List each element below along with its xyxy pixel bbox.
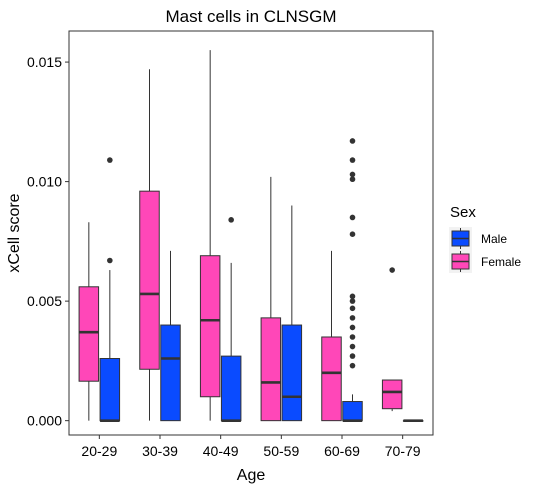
box-group xyxy=(199,50,221,421)
outlier-point xyxy=(389,267,395,273)
box-group xyxy=(78,222,100,421)
outlier-point xyxy=(349,315,356,321)
box-group xyxy=(260,176,282,422)
outlier-point xyxy=(349,343,356,350)
legend-title: Sex xyxy=(450,204,476,221)
legend: Sex Male Female xyxy=(449,204,521,273)
box xyxy=(281,324,303,422)
outlier-point xyxy=(349,171,356,178)
x-tick-label: 60-69 xyxy=(324,443,360,459)
box xyxy=(220,355,242,422)
y-tick-label: 0.005 xyxy=(27,293,62,309)
outlier-point xyxy=(349,293,356,300)
outlier-point xyxy=(349,324,356,331)
box-group xyxy=(220,217,242,422)
box xyxy=(260,317,282,422)
box xyxy=(160,324,181,422)
legend-items: Male Female xyxy=(449,227,521,273)
y-tick-label: 0.000 xyxy=(27,413,62,429)
outlier-point xyxy=(228,217,234,223)
x-tick-label: 20-29 xyxy=(81,443,117,459)
box xyxy=(78,286,100,382)
legend-label: Male xyxy=(481,232,507,246)
outlier-point xyxy=(349,362,356,369)
box-group xyxy=(281,205,303,422)
y-axis: 0.000 0.005 0.010 0.015 xyxy=(27,54,69,429)
outlier-point xyxy=(349,138,356,144)
outlier-point xyxy=(349,231,356,237)
box-group xyxy=(139,69,160,421)
x-tick-label: 30-39 xyxy=(142,443,178,459)
outlier-point xyxy=(349,353,356,359)
outlier-point xyxy=(349,334,356,340)
chart-title: Mast cells in CLNSGM xyxy=(166,7,337,26)
outlier-point xyxy=(349,214,356,221)
box-group xyxy=(99,157,121,422)
y-tick-label: 0.015 xyxy=(27,54,62,70)
outlier-point xyxy=(349,298,356,304)
box xyxy=(199,255,221,398)
legend-item: Female xyxy=(449,250,521,273)
legend-item: Male xyxy=(449,227,507,250)
outlier-point xyxy=(107,257,113,264)
x-tick-label: 50-59 xyxy=(263,443,299,459)
box xyxy=(342,401,363,422)
x-axis-label: Age xyxy=(237,467,266,484)
box-group xyxy=(342,138,363,422)
outlier-point xyxy=(349,176,356,183)
outlier-point xyxy=(349,157,356,163)
box-group xyxy=(402,419,424,422)
box-group xyxy=(160,250,181,422)
outlier-point xyxy=(107,157,113,163)
x-axis: 20-29 30-39 40-49 50-59 60-69 70-79 xyxy=(81,435,421,459)
plot-border xyxy=(68,30,434,436)
box xyxy=(321,336,342,422)
box xyxy=(381,379,403,410)
box-group xyxy=(381,267,403,412)
box xyxy=(139,190,160,370)
box-group xyxy=(321,250,342,422)
x-tick-label: 40-49 xyxy=(203,443,239,459)
legend-label: Female xyxy=(481,255,521,269)
box xyxy=(99,358,121,422)
y-tick-label: 0.010 xyxy=(27,174,62,190)
y-axis-label: xCell score xyxy=(6,193,23,272)
x-tick-label: 70-79 xyxy=(385,443,421,459)
outlier-point xyxy=(349,305,356,312)
plot-area xyxy=(78,50,424,422)
